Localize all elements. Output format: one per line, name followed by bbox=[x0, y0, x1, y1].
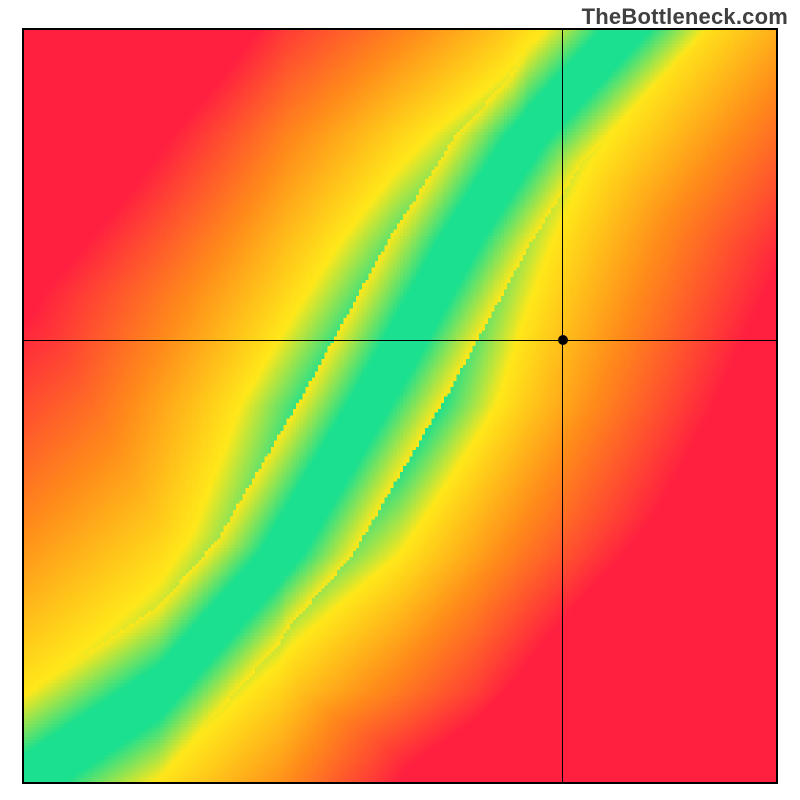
crosshair-marker bbox=[558, 335, 568, 345]
watermark-text: TheBottleneck.com bbox=[582, 4, 788, 30]
chart-frame bbox=[22, 28, 778, 784]
crosshair-horizontal bbox=[22, 340, 778, 341]
crosshair-vertical bbox=[562, 28, 563, 784]
chart-container: { "watermark": { "text": "TheBottleneck.… bbox=[0, 0, 800, 800]
